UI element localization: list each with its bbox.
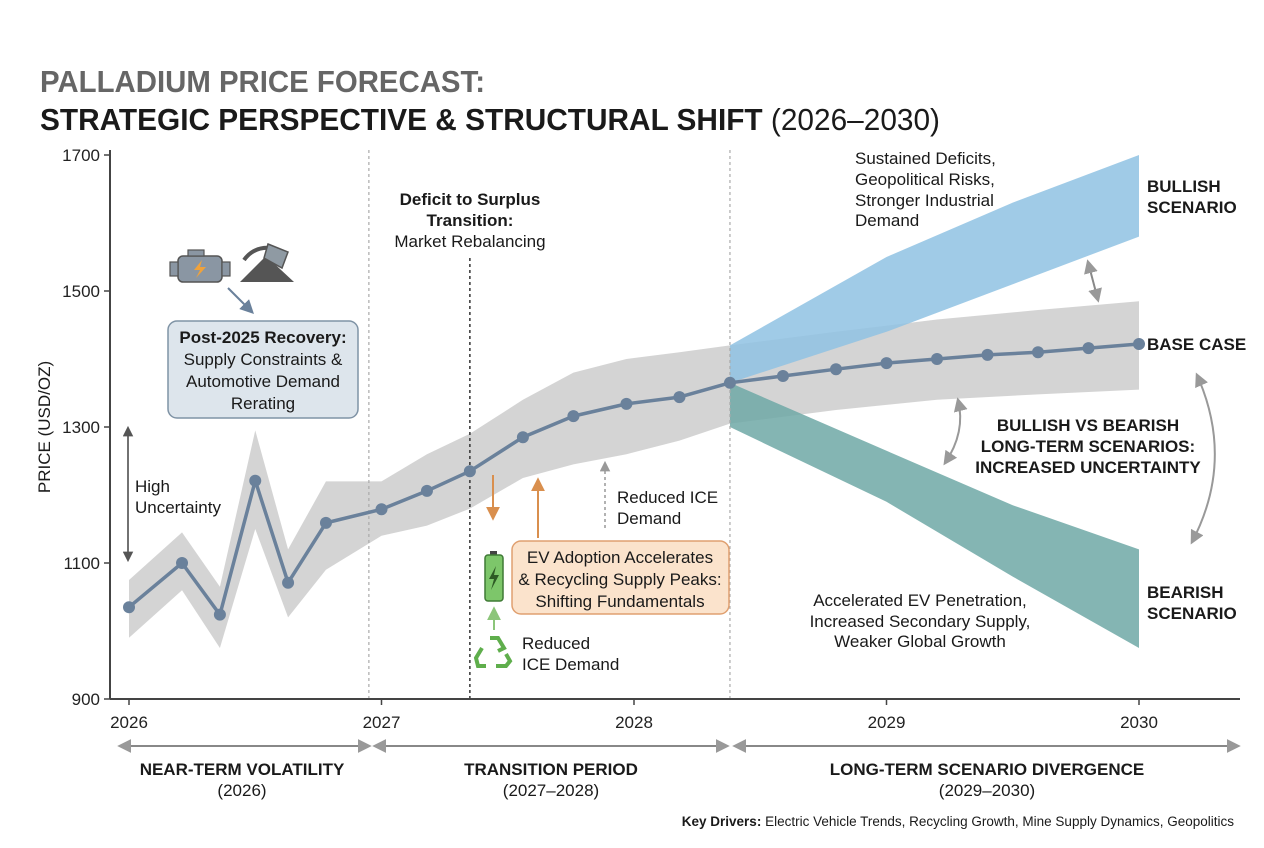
deficit-title-2: Transition: — [427, 211, 514, 230]
battery-icon — [484, 551, 504, 602]
deficit-title: Deficit to Surplus — [400, 190, 541, 209]
ev-box-line: Shifting Fundamentals — [535, 592, 704, 611]
x-tick-label: 2030 — [1120, 713, 1158, 732]
bearish-label: BEARISH — [1147, 583, 1224, 602]
reduced-ice-upper: Demand — [617, 509, 681, 528]
recovery-title: Post-2025 Recovery: — [179, 328, 346, 347]
base-case-point — [620, 397, 633, 410]
base-case-point — [931, 353, 943, 365]
base-case-point — [516, 431, 529, 444]
key-drivers-text: Electric Vehicle Trends, Recycling Growt… — [761, 814, 1234, 829]
title-line2-bold: STRATEGIC PERSPECTIVE & STRUCTURAL SHIFT — [40, 102, 763, 137]
period-label: LONG-TERM SCENARIO DIVERGENCE — [830, 760, 1145, 779]
base-case-point — [1133, 338, 1145, 351]
base-case-point — [723, 376, 736, 389]
bullish-label-2: SCENARIO — [1147, 198, 1237, 217]
bullish-label: BULLISH — [1147, 177, 1221, 196]
reduced-ice-lower: ICE Demand — [522, 655, 619, 674]
y-tick-label: 1300 — [62, 418, 100, 437]
y-axis-label: PRICE (USD/OZ) — [35, 361, 54, 493]
base-case-line — [127, 342, 1140, 617]
base-case-label: BASE CASE — [1147, 335, 1246, 354]
base-case-point — [1032, 346, 1044, 359]
base-case-point — [463, 465, 476, 478]
engine-icon — [169, 249, 231, 283]
recovery-line: Rerating — [231, 394, 295, 413]
base-case-point — [282, 576, 295, 589]
base-case-point — [176, 557, 189, 569]
base-case-point — [981, 348, 994, 361]
base-case-point — [249, 474, 262, 487]
high-uncertainty-text: High — [135, 477, 170, 496]
high-uncertainty-text: Uncertainty — [135, 498, 221, 517]
bullish-driver: Demand — [855, 211, 919, 230]
base-case-point — [880, 357, 893, 370]
y-tick-label: 1700 — [62, 146, 100, 165]
bearish-driver: Increased Secondary Supply, — [810, 612, 1031, 631]
ev-box-line: EV Adoption Accelerates — [527, 548, 713, 567]
uncertainty-heading: INCREASED UNCERTAINTY — [975, 458, 1201, 477]
base-case-point — [776, 370, 789, 382]
y-tick-label: 900 — [72, 690, 100, 709]
bearish-scenario-band — [729, 382, 1139, 648]
y-tick-label: 1500 — [62, 282, 100, 301]
bullish-scenario-band — [729, 155, 1139, 383]
key-drivers: Key Drivers: Electric Vehicle Trends, Re… — [682, 814, 1234, 829]
ev-box — [511, 540, 730, 615]
base-case-point — [1082, 342, 1095, 355]
bullish-driver: Stronger Industrial — [855, 191, 994, 210]
period-range: (2027–2028) — [503, 781, 599, 800]
x-tick-label: 2027 — [363, 713, 401, 732]
key-drivers-label: Key Drivers: — [682, 814, 762, 829]
period-range: (2029–2030) — [939, 781, 1035, 800]
bullish-driver: Sustained Deficits, — [855, 149, 996, 168]
x-tick-label: 2026 — [110, 713, 148, 732]
recovery-box — [167, 320, 359, 419]
base-case-point — [673, 391, 686, 404]
base-band-band — [129, 301, 1139, 648]
base-case-point — [420, 484, 433, 497]
recovery-line: Supply Constraints & — [184, 350, 343, 369]
base-case-point — [830, 363, 842, 376]
base-case-point — [375, 503, 388, 516]
y-ticks: 900 1100 1300 1500 1700 — [62, 146, 110, 709]
bearish-label-2: SCENARIO — [1147, 604, 1237, 623]
ev-box-line: & Recycling Supply Peaks: — [518, 570, 721, 589]
title-line2: STRATEGIC PERSPECTIVE & STRUCTURAL SHIFT… — [40, 102, 940, 137]
period-label: NEAR-TERM VOLATILITY — [140, 760, 345, 779]
recycle-icon — [473, 636, 513, 668]
bearish-driver: Weaker Global Growth — [834, 632, 1006, 651]
reduced-ice-lower: Reduced — [522, 634, 590, 653]
bearish-driver: Accelerated EV Penetration, — [813, 591, 1027, 610]
y-tick-label: 1100 — [63, 554, 100, 573]
period-range: (2026) — [217, 781, 266, 800]
base-case-point — [123, 601, 135, 614]
mine-icon — [240, 242, 294, 282]
base-case-point — [319, 516, 332, 529]
band-gap-arrow — [943, 397, 968, 466]
recovery-line: Automotive Demand — [186, 372, 340, 391]
title-line2-range: (2026–2030) — [763, 102, 940, 137]
deficit-subtitle: Market Rebalancing — [394, 232, 545, 251]
x-tick-label: 2029 — [868, 713, 906, 732]
base-case-point — [567, 410, 580, 423]
scenario-range-arrow — [1190, 372, 1216, 545]
bands-layer — [129, 155, 1139, 648]
uncertainty-heading: BULLISH VS BEARISH — [997, 416, 1179, 435]
x-ticks: 2026 2027 2028 2029 2030 — [110, 699, 1158, 732]
x-tick-label: 2028 — [615, 713, 653, 732]
phase-dividers — [368, 150, 731, 699]
bullish-gap-arrow — [1084, 259, 1102, 303]
reduced-ice-upper: Reduced ICE — [617, 488, 718, 507]
uncertainty-heading: LONG-TERM SCENARIOS: — [981, 437, 1195, 456]
title-line1: PALLADIUM PRICE FORECAST: — [40, 64, 485, 99]
base-case-point — [213, 608, 226, 621]
series-layer — [123, 338, 1145, 621]
period-label: TRANSITION PERIOD — [464, 760, 638, 779]
bullish-driver: Geopolitical Risks, — [855, 170, 995, 189]
recovery-pointer-arrow — [227, 287, 254, 314]
